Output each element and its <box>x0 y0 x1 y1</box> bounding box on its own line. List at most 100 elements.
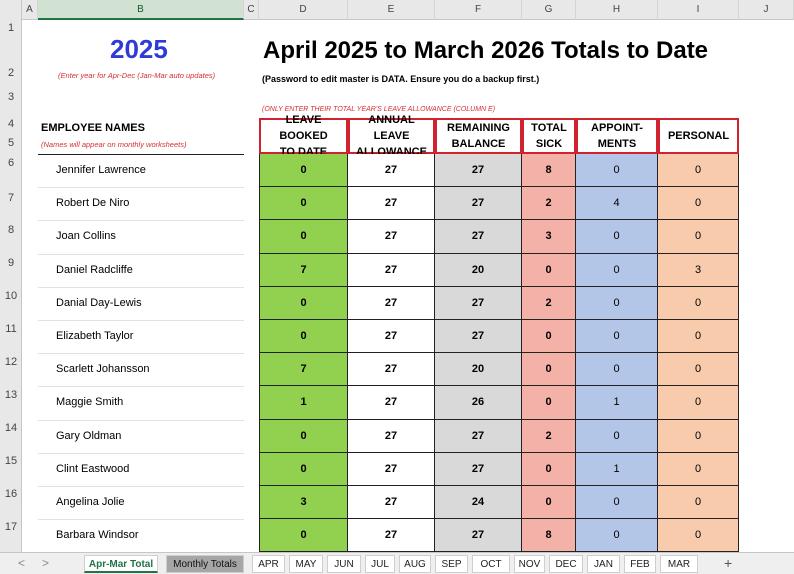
appointments-cell[interactable]: 0 <box>576 486 658 520</box>
remaining-balance-cell[interactable]: 20 <box>435 353 522 387</box>
annual-allowance-cell[interactable]: 27 <box>348 452 435 486</box>
remaining-balance-cell[interactable]: 27 <box>435 519 522 553</box>
sheet-tab-dec[interactable]: DEC <box>549 555 583 573</box>
employee-name-cell[interactable]: Elizabeth Taylor <box>56 330 134 342</box>
select-all-corner[interactable] <box>0 0 22 20</box>
row-header[interactable]: 15 <box>4 455 18 467</box>
row-header[interactable]: 12 <box>4 356 18 368</box>
appointments-header[interactable]: APPOINT- MENTS <box>576 118 658 154</box>
sheet-tab-feb[interactable]: FEB <box>624 555 656 573</box>
employee-name-cell[interactable]: Joan Collins <box>56 230 116 243</box>
sheet-tab-monthly-totals[interactable]: Monthly Totals <box>166 555 244 573</box>
annual-allowance-cell[interactable]: 27 <box>348 220 435 254</box>
row-header[interactable]: 11 <box>5 323 17 335</box>
column-header[interactable]: B <box>38 0 244 20</box>
leave-booked-header[interactable]: LEAVE BOOKED TO DATE <box>259 114 348 158</box>
sheet-tab-may[interactable]: MAY <box>289 555 323 573</box>
row-header[interactable]: 14 <box>4 422 18 434</box>
total-sick-cell[interactable]: 0 <box>522 253 576 287</box>
employee-name-cell[interactable]: Robert De Niro <box>56 197 130 210</box>
annual-allowance-cell[interactable]: 27 <box>348 353 435 387</box>
leave-booked-cell[interactable]: 3 <box>259 486 348 520</box>
sheet-tab-jan[interactable]: JAN <box>587 555 620 573</box>
column-header[interactable]: G <box>522 0 576 20</box>
remaining-balance-cell[interactable]: 27 <box>435 187 522 221</box>
annual-allowance-cell[interactable]: 27 <box>348 486 435 520</box>
row-header[interactable]: 10 <box>4 290 18 302</box>
leave-booked-cell[interactable]: 0 <box>259 320 348 354</box>
add-sheet-icon[interactable]: + <box>724 555 733 571</box>
total-sick-cell[interactable]: 2 <box>522 419 576 453</box>
total-sick-cell[interactable]: 0 <box>522 353 576 387</box>
row-header[interactable]: 7 <box>7 192 15 204</box>
employee-name-cell[interactable]: Maggie Smith <box>56 396 124 409</box>
employee-name-cell[interactable]: Gary Oldman <box>56 429 122 442</box>
column-header[interactable]: F <box>435 0 522 20</box>
total-sick-cell[interactable]: 8 <box>522 154 576 188</box>
leave-booked-cell[interactable]: 1 <box>259 386 348 420</box>
year-input-cell[interactable]: 2025 <box>110 34 168 64</box>
row-header[interactable]: 13 <box>4 389 18 401</box>
personal-cell[interactable]: 0 <box>658 419 739 453</box>
column-header[interactable]: H <box>576 0 658 20</box>
annual-allowance-cell[interactable]: 27 <box>348 253 435 287</box>
column-header[interactable]: I <box>658 0 739 20</box>
row-header[interactable]: 8 <box>7 224 15 236</box>
personal-header[interactable]: PERSONAL <box>658 118 739 154</box>
column-header[interactable]: A <box>22 0 38 20</box>
sheet-tab-oct[interactable]: OCT <box>472 555 510 573</box>
employee-name-cell[interactable]: Clint Eastwood <box>56 462 130 475</box>
personal-cell[interactable]: 3 <box>658 253 739 287</box>
leave-booked-cell[interactable]: 0 <box>259 286 348 320</box>
column-header[interactable]: C <box>244 0 259 20</box>
total-sick-cell[interactable]: 2 <box>522 187 576 221</box>
appointments-cell[interactable]: 0 <box>576 519 658 553</box>
total-sick-cell[interactable]: 0 <box>522 486 576 520</box>
remaining-balance-cell[interactable]: 27 <box>435 452 522 486</box>
column-header[interactable]: E <box>348 0 435 20</box>
personal-cell[interactable]: 0 <box>658 353 739 387</box>
annual-allowance-cell[interactable]: 27 <box>348 320 435 354</box>
row-header[interactable]: 1 <box>7 22 15 34</box>
personal-cell[interactable]: 0 <box>658 320 739 354</box>
personal-cell[interactable]: 0 <box>658 286 739 320</box>
employee-name-cell[interactable]: Scarlett Johansson <box>56 363 150 376</box>
personal-cell[interactable]: 0 <box>658 519 739 553</box>
sheet-tab-jun[interactable]: JUN <box>327 555 361 573</box>
total-sick-cell[interactable]: 0 <box>522 386 576 420</box>
appointments-cell[interactable]: 1 <box>576 452 658 486</box>
remaining-balance-cell[interactable]: 27 <box>435 154 522 188</box>
annual-allowance-cell[interactable]: 27 <box>348 286 435 320</box>
total-sick-cell[interactable]: 0 <box>522 452 576 486</box>
personal-cell[interactable]: 0 <box>658 187 739 221</box>
personal-cell[interactable]: 0 <box>658 386 739 420</box>
sheet-scroll-left-icon[interactable]: < <box>18 556 26 570</box>
appointments-cell[interactable]: 1 <box>576 386 658 420</box>
appointments-cell[interactable]: 0 <box>576 220 658 254</box>
leave-booked-cell[interactable]: 0 <box>259 154 348 188</box>
appointments-cell[interactable]: 0 <box>576 253 658 287</box>
annual-allowance-cell[interactable]: 27 <box>348 386 435 420</box>
appointments-cell[interactable]: 4 <box>576 187 658 221</box>
remaining-balance-cell[interactable]: 27 <box>435 286 522 320</box>
personal-cell[interactable]: 0 <box>658 220 739 254</box>
remaining-balance-cell[interactable]: 27 <box>435 320 522 354</box>
annual-allowance-header[interactable]: ANNUAL LEAVE ALLOWANCE <box>348 114 435 158</box>
leave-booked-cell[interactable]: 0 <box>259 220 348 254</box>
column-header[interactable]: D <box>259 0 348 20</box>
column-header[interactable]: J <box>739 0 794 20</box>
row-header[interactable]: 9 <box>7 257 15 269</box>
employee-name-cell[interactable]: Angelina Jolie <box>56 496 125 508</box>
remaining-balance-cell[interactable]: 26 <box>435 386 522 420</box>
sheet-tab-mar[interactable]: MAR <box>660 555 698 573</box>
total-sick-cell[interactable]: 2 <box>522 286 576 320</box>
employee-name-cell[interactable]: Barbara Windsor <box>56 529 139 542</box>
row-header[interactable]: 4 <box>7 118 15 130</box>
remaining-balance-cell[interactable]: 27 <box>435 419 522 453</box>
appointments-cell[interactable]: 0 <box>576 154 658 188</box>
sheet-tab-aug[interactable]: AUG <box>399 555 431 573</box>
annual-allowance-cell[interactable]: 27 <box>348 419 435 453</box>
row-header[interactable]: 17 <box>4 521 18 533</box>
sheet-tab-sep[interactable]: SEP <box>435 555 468 573</box>
personal-cell[interactable]: 0 <box>658 452 739 486</box>
